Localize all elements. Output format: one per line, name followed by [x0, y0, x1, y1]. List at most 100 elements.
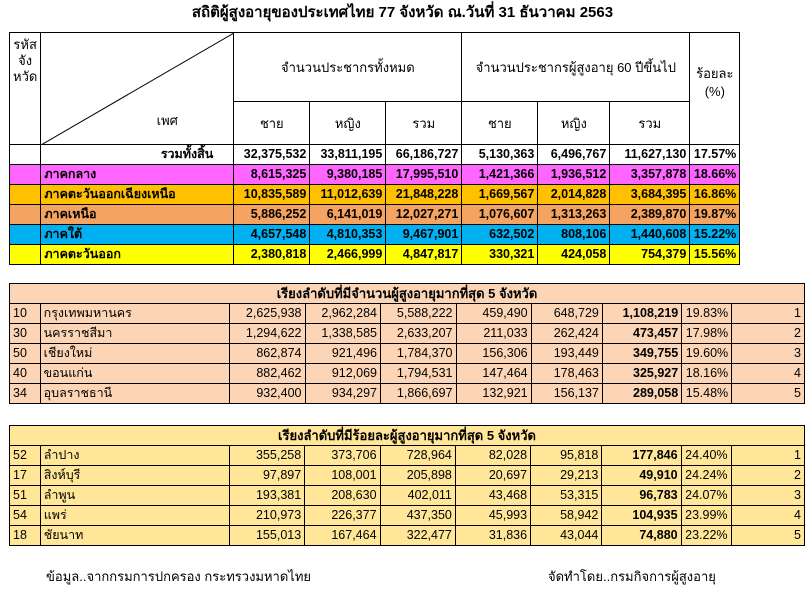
summary-value: 9,467,901	[385, 224, 463, 245]
summary-row: รวมทั้งสิ้น 32,375,532 33,811,195 66,186,72…	[8, 144, 741, 165]
rank-value: 104,935	[601, 505, 682, 526]
summary-row: ภาคกลาง 8,615,325 9,380,185 17,995,510 1,421…	[8, 164, 741, 185]
summary-value: 16.86%	[689, 184, 741, 205]
rank-value: 193,381	[228, 485, 306, 506]
summary-value: 11,627,130	[609, 144, 691, 165]
header-percent-label: ร้อยละ	[696, 66, 734, 81]
region-label: ภาคตะวันออก	[40, 244, 235, 265]
rank-value: 459,490	[455, 303, 532, 324]
summary-value: 1,669,567	[461, 184, 539, 205]
summary-value: 808,106	[537, 224, 611, 245]
rank-value: 473,457	[601, 323, 683, 344]
province-code: 52	[9, 445, 41, 466]
summary-value: 10,835,589	[233, 184, 311, 205]
rank-value: 20,697	[454, 465, 532, 486]
rank-number: 5	[731, 383, 805, 404]
rank-value: 24.40%	[680, 445, 732, 466]
summary-value: 19.87%	[689, 204, 741, 225]
row-code-cell	[8, 144, 42, 165]
page-title: สถิติผู้สูงอายุของประเทศไทย 77 จังหวัด ณ…	[191, 4, 614, 21]
summary-row: ภาคตะวันออก 2,380,818 2,466,999 4,847,817 33…	[8, 244, 741, 265]
header-percent: ร้อยละ (%)	[689, 32, 741, 145]
region-label: รวมทั้งสิ้น	[40, 144, 235, 165]
rank-value: 95,818	[530, 445, 603, 466]
rank-value: 43,044	[530, 525, 603, 546]
rank-value: 728,964	[379, 445, 456, 466]
row-code-cell	[8, 164, 42, 185]
rank-value: 325,927	[601, 363, 683, 384]
rank-value: 289,058	[601, 383, 683, 404]
rank-value: 211,033	[455, 323, 532, 344]
summary-row: ภาคตะวันออกเฉียงเหนือ 10,835,589 11,012,63…	[8, 184, 741, 205]
province-name: ลำพูน	[39, 485, 230, 506]
province-name: เชียงใหม่	[39, 343, 231, 364]
summary-value: 424,058	[537, 244, 611, 265]
rank-value: 96,783	[601, 485, 682, 506]
rank-value: 178,463	[530, 363, 603, 384]
rank-row: 34 อุบลราชธานี 932,400 934,297 1,866,697 132,…	[9, 383, 805, 404]
rank-row: 30 นครราชสีมา 1,294,622 1,338,585 2,633,207 2…	[9, 323, 805, 344]
province-code: 34	[9, 383, 41, 404]
summary-value: 17.57%	[689, 144, 741, 165]
summary-value: 9,380,185	[309, 164, 387, 185]
summary-value: 1,076,607	[461, 204, 539, 225]
summary-row: ภาคเหนือ 5,886,252 6,141,019 12,027,271 1,07…	[8, 204, 741, 225]
rank-value: 23.99%	[680, 505, 732, 526]
province-name: นครราชสีมา	[39, 323, 231, 344]
summary-value: 66,186,727	[385, 144, 463, 165]
rank-value: 193,449	[530, 343, 603, 364]
summary-value: 1,936,512	[537, 164, 611, 185]
rank-number: 1	[731, 303, 805, 324]
header-total-population: จำนวนประชากรทั้งหมด	[233, 32, 463, 102]
summary-value: 6,141,019	[309, 204, 387, 225]
rank-value: 437,350	[379, 505, 456, 526]
rank-value: 402,011	[379, 485, 456, 506]
rank-value: 208,630	[304, 485, 381, 506]
rank-by-percent-title: เรียงลำดับที่มีร้อยละผู้สูงอายุมากที่สุด…	[9, 425, 805, 446]
summary-value: 12,027,271	[385, 204, 463, 225]
row-code-cell	[8, 184, 42, 205]
rank-number: 1	[730, 445, 805, 466]
rank-value: 932,400	[229, 383, 306, 404]
rank-number: 2	[731, 323, 805, 344]
province-name: ชัยนาท	[39, 525, 230, 546]
rank-value: 373,706	[304, 445, 381, 466]
rank-value: 156,306	[455, 343, 532, 364]
province-name: กรุงเทพมหานคร	[39, 303, 231, 324]
summary-table: รหัส จัง หวัด เพศ จำนวนประชากรทั้งหมด จำ…	[8, 32, 741, 265]
row-code-cell	[8, 244, 42, 265]
summary-value: 330,321	[461, 244, 539, 265]
summary-value: 21,848,228	[385, 184, 463, 205]
header-female: หญิง	[309, 101, 387, 145]
rank-value: 74,880	[601, 525, 682, 546]
region-label: ภาคตะวันออกเฉียงเหนือ	[40, 184, 235, 205]
header-code-line3: หวัด	[13, 69, 38, 84]
province-name: อุบลราชธานี	[39, 383, 231, 404]
header-elderly-population: จำนวนประชากรผู้สูงอายุ 60 ปีขึ้นไป	[461, 32, 691, 102]
rank-number: 5	[730, 525, 805, 546]
rank-value: 58,942	[530, 505, 603, 526]
diagonal-line	[42, 33, 233, 144]
rank-value: 19.83%	[681, 303, 733, 324]
rank-value: 921,496	[304, 343, 381, 364]
rank-value: 19.60%	[681, 343, 733, 364]
summary-value: 2,389,870	[609, 204, 691, 225]
region-label: ภาคใต้	[40, 224, 235, 245]
province-code: 50	[9, 343, 41, 364]
header-province-code: รหัส จัง หวัด	[8, 32, 42, 145]
rank-value: 349,755	[601, 343, 683, 364]
rank-value: 322,477	[379, 525, 456, 546]
rank-value: 82,028	[454, 445, 532, 466]
rank-number: 2	[730, 465, 805, 486]
rank-row: 40 ขอนแก่น 882,462 912,069 1,794,531 147,464 1…	[9, 363, 805, 384]
rank-value: 912,069	[304, 363, 381, 384]
rank-value: 155,013	[228, 525, 306, 546]
row-code-cell	[8, 224, 42, 245]
rank-value: 1,338,585	[304, 323, 381, 344]
summary-value: 15.56%	[689, 244, 741, 265]
rank-value: 108,001	[304, 465, 381, 486]
rank-value: 1,866,697	[380, 383, 457, 404]
summary-value: 1,313,263	[537, 204, 611, 225]
rank-row: 10 กรุงเทพมหานคร 2,625,938 2,962,284 5,588,2…	[9, 303, 805, 324]
rank-value: 147,464	[455, 363, 532, 384]
